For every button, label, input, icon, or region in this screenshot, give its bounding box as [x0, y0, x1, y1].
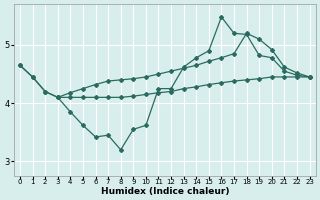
X-axis label: Humidex (Indice chaleur): Humidex (Indice chaleur) [100, 187, 229, 196]
